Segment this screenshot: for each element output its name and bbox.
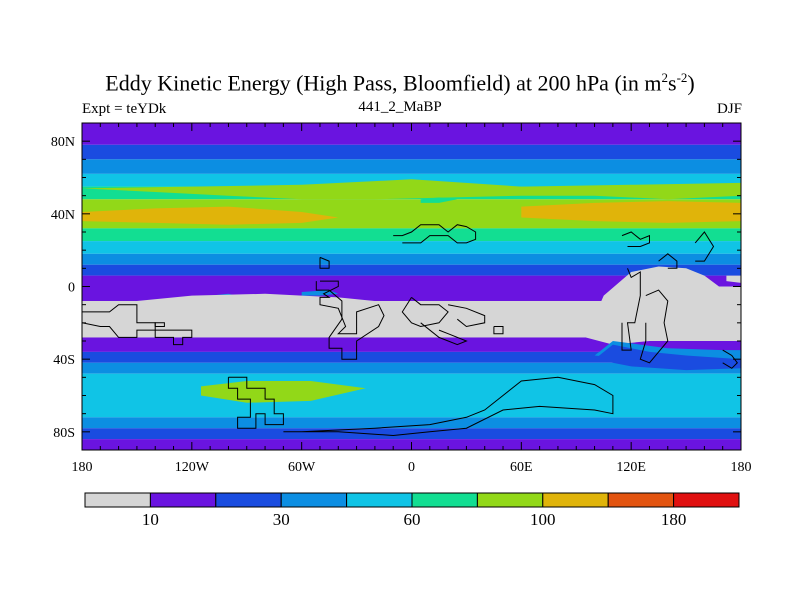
coastline-7 xyxy=(401,297,449,328)
coastline-14 xyxy=(621,268,641,351)
colorbar-label: 180 xyxy=(661,510,687,529)
colorbar-swatch-4 xyxy=(346,492,413,508)
x-tick-label: 120E xyxy=(616,460,646,475)
contour-band-14 xyxy=(82,362,741,374)
colorbar-label: 30 xyxy=(273,510,290,529)
colorbar-label: 100 xyxy=(530,510,556,529)
coastline-15 xyxy=(639,289,669,364)
x-tick-label: 60E xyxy=(510,460,533,475)
contour-band-13 xyxy=(82,351,741,363)
y-tick-label: 80N xyxy=(51,135,75,150)
x-tick-label: 60W xyxy=(288,460,316,475)
contour-band-0 xyxy=(82,123,741,145)
contour-feature-12 xyxy=(594,344,741,371)
contour-feature-0 xyxy=(82,206,339,225)
coastline-12 xyxy=(658,253,678,269)
contour-feature-8 xyxy=(503,308,586,338)
colorbar-swatch-3 xyxy=(280,492,348,508)
contour-feature-3 xyxy=(420,197,458,203)
coastline-10 xyxy=(493,326,504,335)
coastline-8 xyxy=(420,322,468,346)
coastline-5 xyxy=(319,256,330,269)
colorbar-swatch-5 xyxy=(411,492,478,508)
contour-feature-10 xyxy=(726,275,741,283)
contour-feature-9 xyxy=(82,293,522,338)
contour-band-9 xyxy=(82,264,741,276)
y-tick-label: 0 xyxy=(68,281,75,296)
contour-band-12 xyxy=(82,337,741,352)
colorbar-swatch-6 xyxy=(476,492,544,508)
contour-band-8 xyxy=(82,253,741,265)
x-tick-label: 0 xyxy=(408,460,415,475)
y-tick-label: 40N xyxy=(51,208,75,223)
contour-band-15 xyxy=(82,373,741,418)
x-tick-label: 180 xyxy=(72,460,93,475)
axes-layer: 180 120W 60W 0 60E 120E 180 80N 40N 0 40S 80S xyxy=(51,123,752,475)
contour-band-1 xyxy=(82,144,741,160)
contour-feature-4 xyxy=(201,381,366,403)
coastline-4 xyxy=(315,280,385,360)
contour-band-16 xyxy=(82,417,741,429)
y-tick-label: 40S xyxy=(53,353,75,368)
x-tick-label: 180 xyxy=(731,460,752,475)
x-tick-label: 120W xyxy=(175,460,210,475)
coastline-13 xyxy=(694,231,715,262)
coastline-2 xyxy=(227,376,284,429)
colorbar: 10 30 60 100 180 xyxy=(84,492,740,529)
coastline-11 xyxy=(621,231,650,247)
colorbar-swatch-0 xyxy=(84,492,151,508)
contour-band-2 xyxy=(82,159,741,174)
contour-fill-layer xyxy=(82,123,741,450)
coastline-0 xyxy=(82,304,193,346)
colorbar-label: 60 xyxy=(404,510,421,529)
coastline-3 xyxy=(283,376,614,437)
coastline-9 xyxy=(448,304,486,328)
coastline-6 xyxy=(393,224,477,244)
contour-feature-7 xyxy=(585,266,741,345)
colorbar-swatch-7 xyxy=(542,492,609,508)
colorbar-swatch-8 xyxy=(607,492,675,508)
coastline-1 xyxy=(154,322,165,327)
experiment-label: Expt = teYDk xyxy=(82,101,167,117)
colorbar-swatch-2 xyxy=(215,492,282,508)
contour-feature-1 xyxy=(521,201,741,223)
colorbar-swatch-9 xyxy=(673,492,740,508)
run-id-label: 441_2_MaBP xyxy=(358,99,442,115)
contour-band-7 xyxy=(82,241,741,254)
colorbar-label: 10 xyxy=(142,510,159,529)
colorbar-swatch-1 xyxy=(149,492,217,508)
chart-title: Eddy Kinetic Energy (High Pass, Bloomfie… xyxy=(105,70,695,96)
season-label: DJF xyxy=(716,101,742,117)
coastline-16 xyxy=(722,349,738,369)
y-tick-label: 80S xyxy=(53,426,75,441)
coastline-layer xyxy=(82,224,738,437)
contour-feature-2 xyxy=(82,179,741,200)
contour-band-6 xyxy=(82,228,741,242)
